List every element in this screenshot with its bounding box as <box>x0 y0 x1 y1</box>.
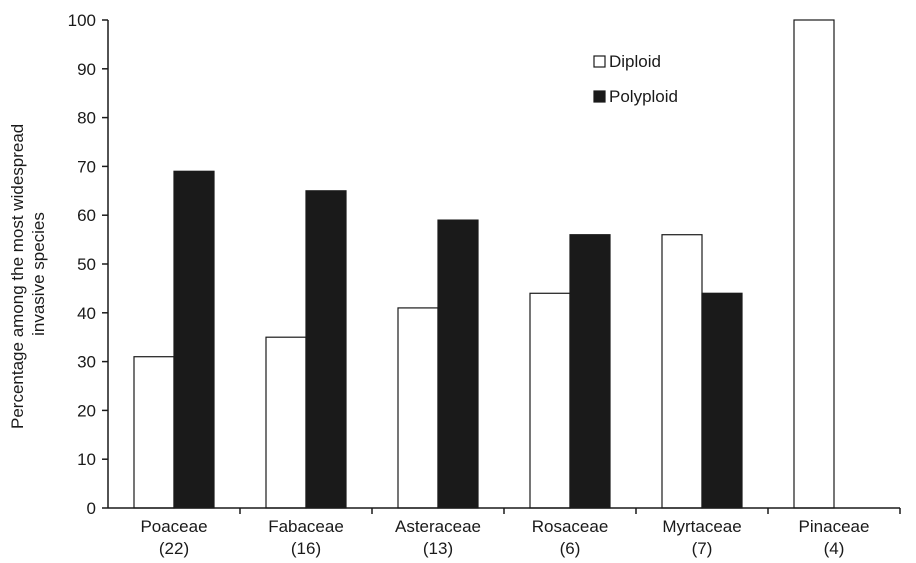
bar-diploid-poaceae <box>133 356 175 509</box>
bars <box>133 19 835 509</box>
x-axis-labels: Poaceae (22) Fabaceae (16) Asteraceae (13) Ros… <box>140 508 901 558</box>
x-tick-label: Pinaceae <box>799 517 870 536</box>
x-tick-count: (13) <box>423 539 453 558</box>
x-tick-count: (7) <box>692 539 713 558</box>
y-axis-title-line-1: Percentage among the most widespread <box>8 124 27 429</box>
legend-swatch-polyploid <box>593 90 606 103</box>
x-tick-count: (22) <box>159 539 189 558</box>
bar-polyploid-fabaceae <box>305 190 347 509</box>
y-tick-label: 20 <box>77 401 96 420</box>
x-tick-label: Rosaceae <box>532 517 609 536</box>
y-tick-label: 0 <box>87 499 96 518</box>
y-tick-label: 50 <box>77 255 96 274</box>
y-tick-label: 40 <box>77 304 96 323</box>
bar-polyploid-myrtaceae <box>701 292 743 509</box>
y-axis-ticks: 0 10 20 30 40 50 60 70 80 90 100 <box>68 11 108 518</box>
bar-diploid-fabaceae <box>265 336 307 509</box>
y-tick-label: 30 <box>77 353 96 372</box>
bar-polyploid-poaceae <box>173 170 215 509</box>
x-tick-label: Fabaceae <box>268 517 344 536</box>
bar-diploid-myrtaceae <box>661 234 703 509</box>
x-tick-count: (16) <box>291 539 321 558</box>
y-tick-label: 90 <box>77 60 96 79</box>
x-tick-label: Poaceae <box>140 517 207 536</box>
y-tick-label: 10 <box>77 450 96 469</box>
y-axis-title-line-2: invasive species <box>29 212 48 336</box>
x-tick-label: Myrtaceae <box>662 517 741 536</box>
x-tick-count: (4) <box>824 539 845 558</box>
bar-polyploid-asteraceae <box>437 219 479 509</box>
y-tick-label: 100 <box>68 11 96 30</box>
x-tick-count: (6) <box>560 539 581 558</box>
legend: Diploid Polyploid <box>593 52 678 106</box>
y-tick-label: 70 <box>77 157 96 176</box>
bar-diploid-pinaceae <box>793 19 835 509</box>
y-tick-label: 80 <box>77 109 96 128</box>
y-tick-label: 60 <box>77 206 96 225</box>
bar-polyploid-rosaceae <box>569 234 611 509</box>
legend-label-polyploid: Polyploid <box>609 87 678 106</box>
legend-label-diploid: Diploid <box>609 52 661 71</box>
x-tick-label: Asteraceae <box>395 517 481 536</box>
bar-diploid-rosaceae <box>529 292 571 509</box>
legend-swatch-diploid <box>593 55 606 68</box>
y-axis-title: Percentage among the most widespread inv… <box>8 119 48 429</box>
bar-diploid-asteraceae <box>397 307 439 509</box>
